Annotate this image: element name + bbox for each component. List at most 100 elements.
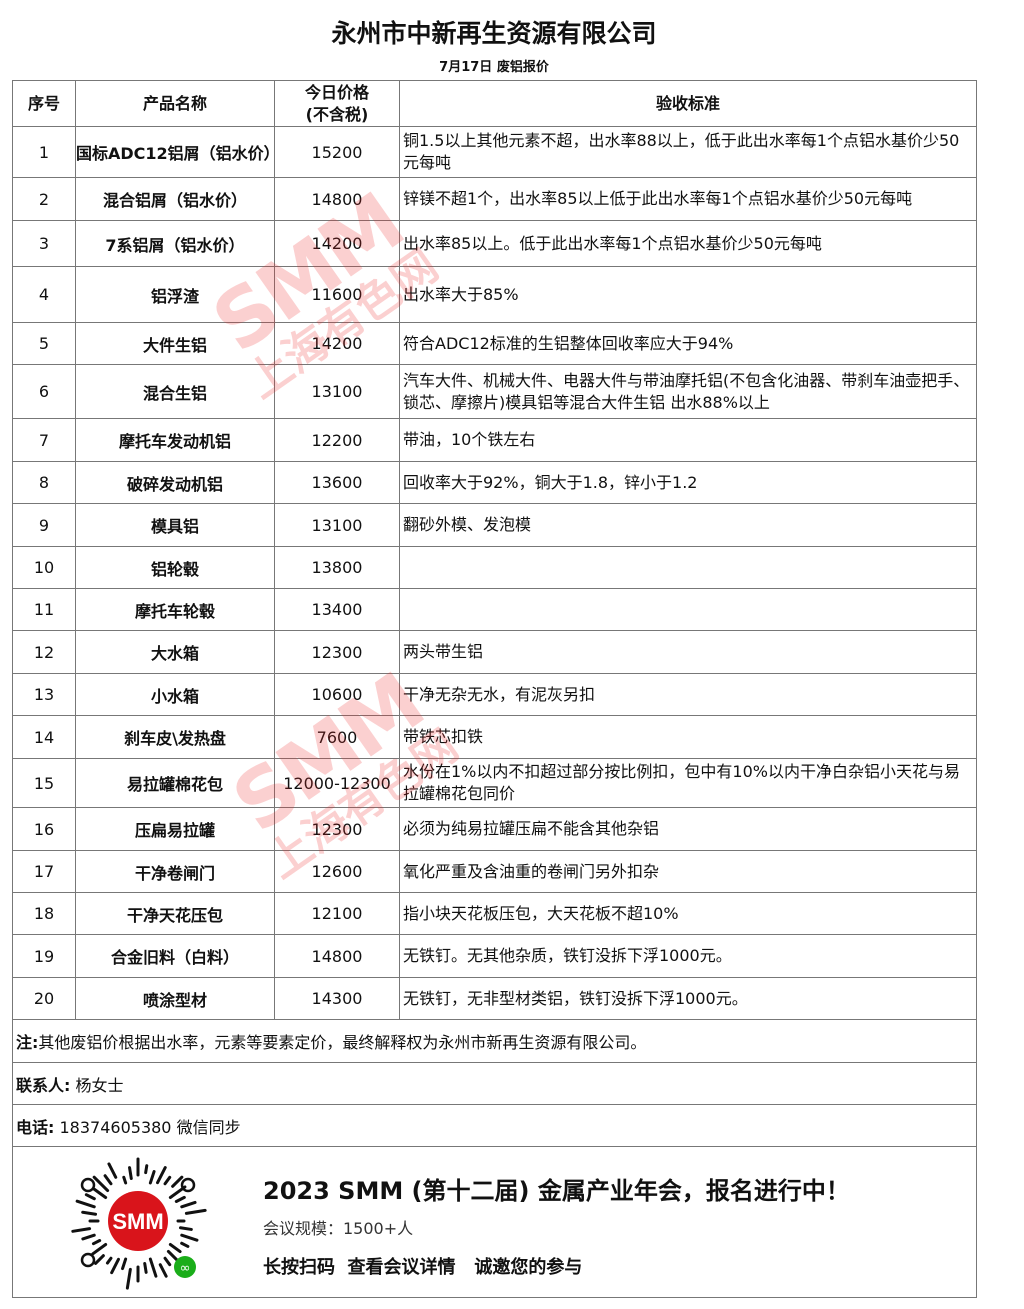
price-value: 12100 [274,892,400,935]
price-table: 序号 产品名称 今日价格 (不含税) 验收标准 1 国标ADC12铝屑（铝水价） 15… [12,80,977,1298]
price-value: 13800 [274,546,400,589]
conference-banner[interactable]: SMM ∞ 2023 SMM (第十二届) 金属产业年会，报名进行中！ 会议规模… [13,1147,976,1297]
row-number: 9 [12,503,76,547]
product-name: 铝浮渣 [75,266,275,323]
col-no: 序号 [12,80,76,127]
acceptance-standard: 汽车大件、机械大件、电器大件与带油摩托铝(不包含化油器、带刹车油壶把手、锁芯、摩… [399,364,977,419]
note-label: 注: [16,1033,39,1052]
price-value: 12300 [274,630,400,674]
product-name: 铝轮毂 [75,546,275,589]
phone-number: 18374605380 微信同步 [59,1117,241,1137]
product-name: 7系铝屑（铝水价） [75,220,275,267]
phone-row: 电话: 18374605380 微信同步 [12,1104,977,1147]
product-name: 大件生铝 [75,322,275,365]
banner-headline: 2023 SMM (第十二届) 金属产业年会，报名进行中！ [263,1177,850,1205]
acceptance-standard: 回收率大于92%，铜大于1.8，锌小于1.2 [399,461,977,504]
acceptance-standard: 氧化严重及含油重的卷闸门另外扣杂 [399,850,977,893]
product-name: 小水箱 [75,673,275,716]
row-number: 6 [12,364,76,419]
acceptance-standard: 翻砂外模、发泡模 [399,503,977,547]
product-name: 摩托车发动机铝 [75,418,275,462]
acceptance-standard [399,546,977,589]
svg-text:∞: ∞ [180,1261,191,1276]
row-number: 5 [12,322,76,365]
phone-label: 电话: [16,1117,55,1137]
banner-row: SMM ∞ 2023 SMM (第十二届) 金属产业年会，报名进行中！ 会议规模… [12,1146,977,1298]
table-row: 15 易拉罐棉花包 12000-12300 水份在1%以内不扣超过部分按比例扣，包中有… [12,758,977,808]
price-value: 14800 [274,934,400,978]
product-name: 大水箱 [75,630,275,674]
note-row: 注:其他废铝价根据出水率，元素等要素定价，最终解释权为永州市新再生资源有限公司。 [12,1019,977,1063]
product-name: 混合生铝 [75,364,275,419]
table-row: 9 模具铝 13100 翻砂外模、发泡模 [12,503,977,547]
acceptance-standard: 带铁芯扣铁 [399,715,977,759]
row-number: 13 [12,673,76,716]
row-number: 16 [12,807,76,851]
date-subtitle: 7月17日 废铝报价 [439,60,549,75]
table-row: 11 摩托车轮毂 13400 [12,588,977,631]
acceptance-standard: 锌镁不超1个，出水率85以上低于此出水率每1个点铝水基价少50元每吨 [399,177,977,221]
price-value: 13100 [274,364,400,419]
row-number: 11 [12,588,76,631]
price-value: 14200 [274,322,400,365]
note-text: 其他废铝价根据出水率，元素等要素定价，最终解释权为永州市新再生资源有限公司。 [38,1033,647,1052]
acceptance-standard: 带油，10个铁左右 [399,418,977,462]
table-row: 12 大水箱 12300 两头带生铝 [12,630,977,674]
product-name: 干净天花压包 [75,892,275,935]
product-name: 压扁易拉罐 [75,807,275,851]
row-number: 17 [12,850,76,893]
price-value: 11600 [274,266,400,323]
acceptance-standard: 两头带生铝 [399,630,977,674]
svg-text:SMM: SMM [112,1209,163,1234]
contact-name: 杨女士 [75,1075,124,1095]
table-row: 4 铝浮渣 11600 出水率大于85% [12,266,977,323]
contact-label: 联系人: [16,1075,71,1095]
acceptance-standard: 铜1.5以上其他元素不超，出水率88以上，低于此出水率每1个点铝水基价少50元每… [399,126,977,178]
product-name: 喷涂型材 [75,977,275,1020]
product-name: 干净卷闸门 [75,850,275,893]
price-value: 13600 [274,461,400,504]
table-row: 6 混合生铝 13100 汽车大件、机械大件、电器大件与带油摩托铝(不包含化油器、带刹… [12,364,977,419]
price-header-line1: 今日价格 [304,82,369,102]
table-row: 10 铝轮毂 13800 [12,546,977,589]
table-row: 18 干净天花压包 12100 指小块天花板压包，大天花板不超10% [12,892,977,935]
acceptance-standard: 指小块天花板压包，大天花板不超10% [399,892,977,935]
row-number: 18 [12,892,76,935]
price-value: 14200 [274,220,400,267]
price-value: 13100 [274,503,400,547]
table-row: 3 7系铝屑（铝水价） 14200 出水率85以上。低于此出水率每1个点铝水基价少50… [12,220,977,267]
row-number: 10 [12,546,76,589]
table-row: 7 摩托车发动机铝 12200 带油，10个铁左右 [12,418,977,462]
table-row: 19 合金旧料（白料） 14800 无铁钉。无其他杂质，铁钉没拆下浮1000元。 [12,934,977,978]
price-value: 14800 [274,177,400,221]
table-row: 1 国标ADC12铝屑（铝水价） 15200 铜1.5以上其他元素不超，出水率88以上… [12,126,977,178]
table-header: 序号 产品名称 今日价格 (不含税) 验收标准 [12,80,977,127]
row-number: 2 [12,177,76,221]
banner-scale: 会议规模：1500+人 [263,1219,414,1238]
qr-code-icon[interactable]: SMM ∞ [68,1155,208,1290]
row-number: 7 [12,418,76,462]
acceptance-standard: 水份在1%以内不扣超过部分按比例扣，包中有10%以内干净白杂铝小天花与易拉罐棉花… [399,758,977,808]
product-name: 混合铝屑（铝水价） [75,177,275,221]
product-name: 合金旧料（白料） [75,934,275,978]
row-number: 4 [12,266,76,323]
row-number: 19 [12,934,76,978]
price-value: 12600 [274,850,400,893]
acceptance-standard: 无铁钉，无非型材类铝，铁钉没拆下浮1000元。 [399,977,977,1020]
row-number: 1 [12,126,76,178]
table-row: 13 小水箱 10600 干净无杂无水，有泥灰另扣 [12,673,977,716]
table-row: 2 混合铝屑（铝水价） 14800 锌镁不超1个，出水率85以上低于此出水率每1个点铝… [12,177,977,221]
price-value: 12300 [274,807,400,851]
table-row: 8 破碎发动机铝 13600 回收率大于92%，铜大于1.8，锌小于1.2 [12,461,977,504]
col-name: 产品名称 [75,80,275,127]
row-number: 12 [12,630,76,674]
price-value: 15200 [274,126,400,178]
table-row: 5 大件生铝 14200 符合ADC12标准的生铝整体回收率应大于94% [12,322,977,365]
price-value: 7600 [274,715,400,759]
price-value: 10600 [274,673,400,716]
product-name: 破碎发动机铝 [75,461,275,504]
table-row: 17 干净卷闸门 12600 氧化严重及含油重的卷闸门另外扣杂 [12,850,977,893]
acceptance-standard: 出水率大于85% [399,266,977,323]
product-name: 模具铝 [75,503,275,547]
row-number: 3 [12,220,76,267]
